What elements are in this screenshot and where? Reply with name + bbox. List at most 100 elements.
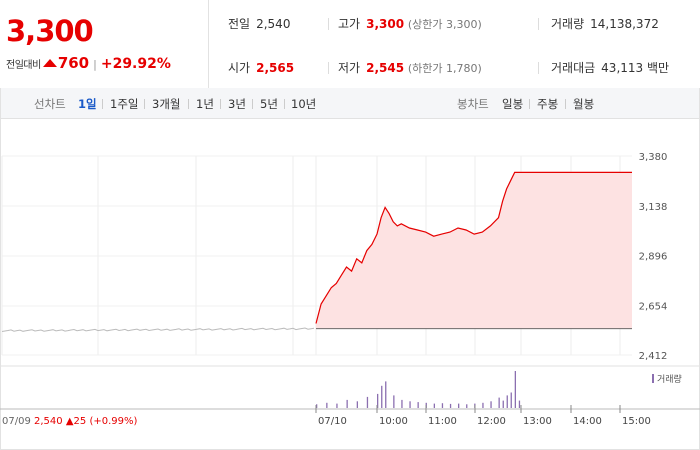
divider bbox=[565, 99, 566, 109]
volume-bar bbox=[401, 399, 403, 408]
up-arrow-icon bbox=[42, 59, 57, 67]
divider bbox=[538, 18, 539, 30]
divider bbox=[220, 99, 221, 109]
volume-bar bbox=[490, 401, 492, 408]
candle-weekly[interactable]: 주봉 bbox=[537, 97, 559, 111]
x-tick-label: 14:00 bbox=[573, 416, 602, 427]
amount-info: 거래대금 43,113 백만 bbox=[551, 59, 669, 76]
change-amount: 760 bbox=[57, 54, 90, 72]
divider bbox=[252, 99, 253, 109]
period-10y[interactable]: 10년 bbox=[291, 97, 317, 111]
volume-bar bbox=[377, 393, 379, 408]
price-summary: 3,300 전일대비 760 | +29.92% bbox=[0, 0, 209, 88]
y-tick-label: 2,896 bbox=[639, 252, 668, 263]
y-axis: 3,380 3,138 2,896 2,654 2,412 bbox=[639, 152, 668, 362]
low-label: 저가 bbox=[338, 61, 361, 75]
today-price-line bbox=[315, 171, 632, 324]
y-tick-label: 2,654 bbox=[639, 301, 668, 312]
volume-bars bbox=[316, 371, 521, 408]
volume-bar bbox=[482, 402, 484, 408]
high-label: 고가 bbox=[338, 17, 361, 31]
period-3y[interactable]: 3년 bbox=[228, 97, 246, 111]
volume-bar bbox=[449, 403, 452, 408]
volume-bar bbox=[433, 403, 435, 408]
open-label: 시가 bbox=[228, 61, 251, 75]
candle-daily[interactable]: 일봉 bbox=[502, 97, 524, 111]
prev-change-pct: (+0.99%) bbox=[89, 416, 137, 427]
volume-bar bbox=[381, 385, 383, 408]
divider bbox=[284, 99, 285, 109]
volume-bar bbox=[498, 397, 500, 408]
volume-bar bbox=[366, 396, 369, 408]
upper-limit: (상한가 3,300) bbox=[407, 18, 482, 31]
amount-label: 거래대금 bbox=[551, 61, 596, 75]
divider bbox=[328, 18, 329, 30]
x-tick-label: 11:00 bbox=[428, 416, 457, 427]
x-tick-label: 12:00 bbox=[477, 416, 506, 427]
open-value: 2,565 bbox=[256, 61, 295, 75]
prev-close-value: 2,540 bbox=[256, 17, 291, 31]
today-area bbox=[316, 172, 632, 329]
period-5y[interactable]: 5년 bbox=[260, 97, 278, 111]
period-3m[interactable]: 3개월 bbox=[152, 97, 181, 111]
prev-day-info: 07/09 2,540 ▲25 (+0.99%) bbox=[2, 416, 138, 427]
volume-bar bbox=[316, 404, 318, 408]
prev-day-line bbox=[1, 327, 315, 332]
candle-chart-label: 봉차트 bbox=[457, 97, 489, 111]
prev-close-info: 전일 2,540 bbox=[228, 15, 290, 32]
volume-label: 거래량 bbox=[551, 17, 585, 31]
x-tick-label: 15:00 bbox=[622, 416, 651, 427]
y-tick-label: 2,412 bbox=[639, 351, 668, 362]
prev-close: 2,540 bbox=[34, 416, 63, 427]
volume-bar bbox=[514, 371, 516, 408]
period-1d[interactable]: 1일 bbox=[78, 97, 97, 111]
volume-bar bbox=[346, 399, 348, 408]
divider bbox=[144, 99, 145, 109]
low-info: 저가 2,545 (하한가 1,780) bbox=[338, 59, 482, 76]
x-tick-label: 13:00 bbox=[523, 416, 552, 427]
candle-monthly[interactable]: 월봉 bbox=[573, 97, 595, 111]
prev-up-icon: ▲ bbox=[66, 416, 74, 427]
volume-bar bbox=[510, 392, 512, 408]
low-value: 2,545 bbox=[366, 61, 405, 75]
x-tick-label: 10:00 bbox=[379, 416, 408, 427]
divider bbox=[529, 99, 530, 109]
volume-value: 14,138,372 bbox=[590, 17, 659, 31]
line-chart-label: 선차트 bbox=[34, 97, 66, 111]
prev-change: 25 bbox=[74, 416, 87, 427]
volume-legend: 거래량 bbox=[657, 373, 682, 385]
y-tick-label: 3,380 bbox=[639, 152, 668, 163]
volume-bar bbox=[458, 403, 460, 408]
change-label: 전일대비 bbox=[6, 60, 41, 71]
high-value: 3,300 bbox=[366, 17, 405, 31]
volume-legend-swatch bbox=[652, 374, 654, 383]
price-change: 전일대비 760 | +29.92% bbox=[6, 54, 171, 72]
volume-bar bbox=[385, 381, 387, 408]
volume-bar bbox=[506, 395, 508, 408]
y-tick-label: 3,138 bbox=[639, 202, 668, 213]
volume-bar bbox=[393, 395, 395, 408]
high-info: 고가 3,300 (상한가 3,300) bbox=[338, 15, 482, 32]
open-info: 시가 2,565 bbox=[228, 59, 294, 76]
volume-bar bbox=[326, 402, 328, 408]
volume-bar bbox=[409, 401, 411, 408]
volume-bar bbox=[466, 404, 468, 408]
amount-value: 43,113 백만 bbox=[601, 61, 670, 75]
current-price: 3,300 bbox=[6, 14, 94, 48]
volume-info: 거래량 14,138,372 bbox=[551, 15, 659, 32]
prev-date: 07/09 bbox=[2, 416, 31, 427]
volume-bar bbox=[336, 403, 338, 408]
volume-bar bbox=[417, 402, 419, 408]
volume-bar bbox=[518, 400, 521, 408]
period-1y[interactable]: 1년 bbox=[196, 97, 214, 111]
volume-bar bbox=[441, 403, 444, 408]
chart-toolbar: 선차트 1일 1주일 3개월 1년 3년 5년 10년 봉차트 일봉 주봉 월봉 bbox=[0, 88, 700, 119]
period-1w[interactable]: 1주일 bbox=[110, 97, 139, 111]
divider bbox=[188, 99, 189, 109]
x-tick-label: 07/10 bbox=[318, 416, 347, 427]
change-separator: | bbox=[93, 58, 97, 71]
divider bbox=[102, 99, 103, 109]
lower-limit: (하한가 1,780) bbox=[407, 62, 482, 75]
volume-bar bbox=[356, 401, 358, 408]
